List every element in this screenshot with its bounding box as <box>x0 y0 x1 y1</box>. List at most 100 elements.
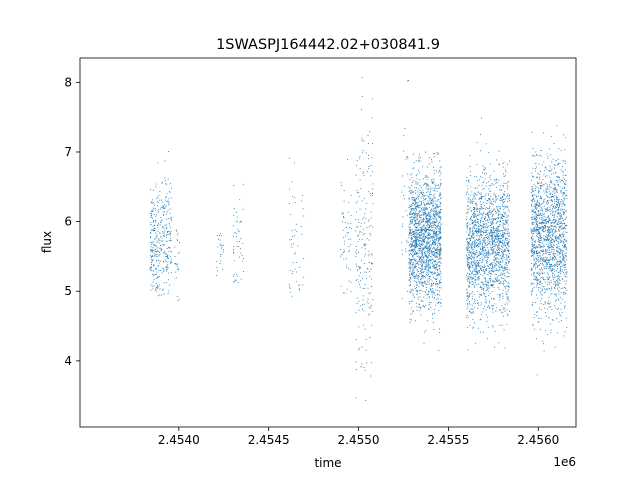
data-point <box>166 248 168 250</box>
data-point <box>439 243 441 245</box>
data-point <box>483 254 485 256</box>
data-point <box>342 220 344 222</box>
data-point <box>355 263 357 265</box>
data-point <box>427 176 429 178</box>
data-point <box>556 216 558 218</box>
data-point <box>428 249 430 250</box>
data-point <box>486 254 488 256</box>
data-point <box>495 198 497 200</box>
data-point <box>153 249 155 251</box>
data-point <box>420 240 422 242</box>
data-point <box>434 217 436 219</box>
data-point <box>411 249 413 251</box>
data-point <box>474 216 475 218</box>
data-point <box>355 255 357 257</box>
data-point <box>496 235 498 237</box>
data-point <box>372 194 374 196</box>
data-point <box>431 273 433 275</box>
data-point <box>549 258 551 260</box>
data-point <box>492 325 494 327</box>
data-point <box>533 250 535 252</box>
data-point <box>480 288 482 290</box>
data-point <box>491 284 493 285</box>
data-point <box>480 217 482 219</box>
data-point <box>422 259 424 261</box>
data-point <box>502 267 504 269</box>
data-point <box>414 223 416 225</box>
data-point <box>485 213 487 215</box>
data-point <box>405 210 407 212</box>
data-point <box>348 251 350 253</box>
data-point <box>495 234 497 236</box>
data-point <box>416 275 418 277</box>
data-point <box>499 199 501 201</box>
data-point <box>559 205 561 207</box>
data-point <box>480 201 481 203</box>
data-point <box>155 290 157 292</box>
data-point <box>508 252 510 254</box>
data-point <box>427 239 429 241</box>
data-point <box>439 255 441 257</box>
data-point <box>477 263 478 265</box>
data-point <box>498 275 499 277</box>
data-point <box>491 215 493 217</box>
data-point <box>422 286 424 288</box>
data-point <box>560 150 562 152</box>
data-point <box>434 190 436 191</box>
data-point <box>482 181 484 183</box>
data-point <box>366 171 368 173</box>
data-point <box>421 231 423 233</box>
data-point <box>485 231 487 233</box>
data-point <box>434 200 436 202</box>
data-point <box>431 238 433 240</box>
data-point <box>413 232 415 234</box>
data-point <box>430 288 432 290</box>
data-point <box>151 201 153 203</box>
data-point <box>157 286 159 288</box>
data-point <box>430 217 431 219</box>
data-point <box>478 239 480 241</box>
data-point <box>170 216 172 218</box>
data-point <box>487 251 489 253</box>
data-point <box>471 277 473 279</box>
data-point <box>415 216 416 218</box>
data-point <box>468 201 470 203</box>
data-point <box>416 242 417 244</box>
data-point <box>503 233 505 235</box>
data-point <box>438 281 440 283</box>
data-point <box>478 192 480 194</box>
data-point <box>434 278 436 280</box>
data-point <box>487 282 489 284</box>
data-point <box>508 285 510 287</box>
data-point <box>239 221 241 223</box>
data-point <box>421 259 423 260</box>
data-point <box>533 216 535 218</box>
data-point <box>426 251 428 253</box>
data-point <box>467 234 469 236</box>
data-point <box>422 291 424 292</box>
data-point <box>418 237 420 238</box>
data-point <box>169 212 171 214</box>
data-point <box>493 170 495 172</box>
data-point <box>469 218 471 220</box>
data-point <box>470 308 472 310</box>
data-point <box>469 286 471 288</box>
data-point <box>413 153 415 155</box>
data-point <box>482 243 484 245</box>
data-point <box>422 249 424 251</box>
data-point <box>438 237 440 239</box>
data-point <box>363 197 365 199</box>
data-point <box>562 227 564 229</box>
data-point <box>410 211 412 213</box>
data-point <box>298 289 300 291</box>
data-point <box>475 245 477 247</box>
data-point <box>482 270 484 272</box>
data-point <box>433 267 435 269</box>
data-point <box>291 230 293 231</box>
data-point <box>435 279 436 280</box>
data-point <box>473 257 475 259</box>
data-point <box>415 183 417 185</box>
data-point <box>539 223 541 224</box>
data-point <box>346 232 348 234</box>
data-point <box>489 276 491 277</box>
